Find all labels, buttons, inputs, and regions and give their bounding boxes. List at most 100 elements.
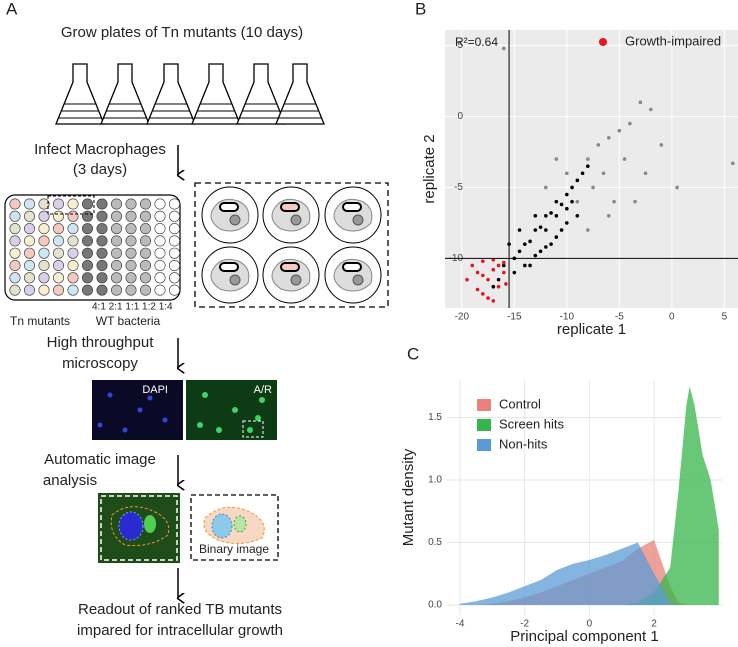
well [38,247,50,259]
point [601,171,606,176]
binary-label: Binary image [199,542,269,556]
well [82,198,94,210]
y-tick-label: 0 [457,111,463,122]
well [111,223,123,235]
nucleus-dot [162,417,168,423]
well [23,284,35,296]
point [633,199,637,204]
well [38,284,50,296]
point [580,171,585,176]
point [491,267,496,272]
point [544,245,548,249]
well [96,247,108,259]
point [502,46,506,51]
legend-swatch [599,38,607,46]
x-tick-label: -2 [520,619,529,630]
well [23,235,35,247]
cell-dot [202,392,208,398]
well [169,259,181,271]
point [470,263,475,268]
point [565,206,569,211]
cell-dot [247,427,253,433]
well [38,235,50,247]
nucleus [290,274,302,286]
well [125,247,137,259]
well [82,210,94,222]
plate-label: Tn mutants [10,314,70,328]
well [9,259,21,271]
y-axis-label: replicate 2 [421,134,438,203]
well [140,223,152,235]
well [52,247,64,259]
point [565,171,569,176]
well [140,259,152,271]
point [575,214,580,218]
well [9,223,21,235]
y-tick-label: -5 [454,182,463,193]
well [125,223,137,235]
flask [275,63,325,125]
x-tick-label: -15 [507,312,522,323]
point [565,192,569,197]
step-text: (3 days) [73,161,127,178]
well [125,210,137,222]
well [52,210,64,222]
step-text: Grow plates of Tn mutants (10 days) [61,24,303,41]
ratio-text: 4:1 2:1 1:1 1:2 1:4 [92,302,173,313]
nucleus-dot [107,392,113,398]
point [496,284,501,289]
point [486,296,490,300]
point [607,214,611,218]
macrophage-box [194,182,389,308]
y-tick-label: 0.0 [428,600,442,611]
well [154,284,166,296]
cell-dot [197,422,203,428]
point [575,178,580,183]
nucleus-dot [147,395,153,401]
well [140,247,152,259]
x-axis-label: Principal component 1 [510,628,658,645]
nucleus [229,274,241,286]
point [502,260,506,265]
point [517,249,522,254]
well [23,198,35,210]
y-tick-label: 1.5 [428,412,442,423]
point [533,253,538,258]
point [538,249,543,254]
x-tick-label: -5 [615,312,624,323]
legend-swatch [477,419,491,431]
point [570,185,574,190]
point [586,164,590,168]
well [38,198,50,210]
well [67,259,79,271]
x-tick-label: 0 [669,312,675,323]
readout-text: Readout of ranked TB mutants [78,601,282,618]
well [52,198,64,210]
legend-label: Control [499,396,541,411]
point [465,277,469,282]
panel-label: C [407,344,419,363]
y-axis-label: Mutant density [400,448,417,546]
well [154,235,166,247]
point [575,199,580,204]
point [481,292,485,296]
point [617,128,622,133]
well [82,223,94,235]
well [67,198,79,210]
well [67,235,79,247]
density-area [459,542,719,605]
x-tick-label: 5 [722,312,728,323]
nucleus-dot [137,407,143,413]
analysis-frame [100,495,178,561]
well [169,272,181,284]
well [169,235,181,247]
well [169,223,181,235]
bacterium [342,202,362,212]
x-tick-label: -4 [455,619,464,630]
binary-bacteria [233,515,247,533]
well [38,223,50,235]
point [622,157,627,161]
well [52,235,64,247]
x-tick-label: -20 [455,312,470,323]
